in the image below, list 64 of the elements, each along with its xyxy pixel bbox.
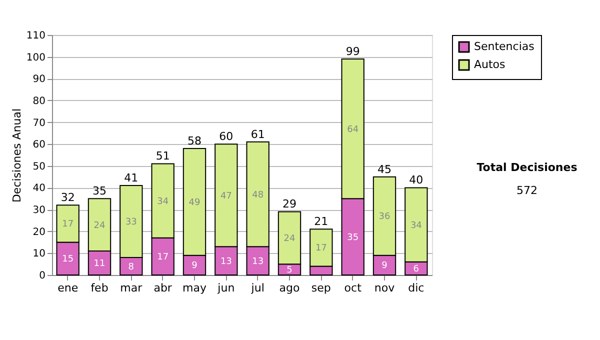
- y-tick-label: 110: [26, 30, 46, 42]
- data-label: 9: [382, 261, 388, 272]
- text: 572: [516, 184, 538, 197]
- x-tick-label: nov: [374, 282, 396, 294]
- total-label: 51: [156, 150, 170, 163]
- data-label: 47: [220, 191, 232, 202]
- total-label: 29: [282, 198, 296, 211]
- text: Total Decisiones: [476, 161, 578, 174]
- y-tick-label: 30: [32, 205, 46, 216]
- x-tick-label: abr: [154, 282, 172, 294]
- x-tick-label: ago: [279, 282, 300, 294]
- y-tick-label: 20: [32, 226, 46, 238]
- total-label: 35: [92, 184, 106, 198]
- y-axis-title: Decisiones Anual: [10, 108, 24, 203]
- total-label: 41: [124, 172, 138, 185]
- data-label: 15: [62, 254, 74, 265]
- x-tick-label: ene: [58, 282, 78, 294]
- x-tick-label: jul: [250, 282, 264, 294]
- total-label: 21: [314, 215, 328, 228]
- total-label: 40: [409, 174, 424, 187]
- total-label: 99: [346, 45, 360, 58]
- y-tick-label: 90: [32, 74, 46, 86]
- total-label: 32: [60, 191, 75, 204]
- data-label: 49: [188, 198, 200, 208]
- y-tick-label: 50: [32, 161, 46, 172]
- data-label: 11: [94, 259, 106, 269]
- y-tick-label: 80: [32, 96, 46, 107]
- x-tick-label: mar: [120, 282, 143, 294]
- y-tick-label: 0: [39, 270, 46, 282]
- x-tick-label: sep: [311, 282, 331, 294]
- data-label: 34: [410, 220, 422, 231]
- x-tick-label: feb: [90, 282, 108, 294]
- data-label: 17: [157, 252, 169, 262]
- data-label: 34: [157, 196, 169, 207]
- data-label: 33: [125, 218, 137, 228]
- data-label: 6: [413, 264, 420, 274]
- legend-label: Sentencias: [474, 40, 535, 53]
- y-tick-label: 70: [32, 118, 46, 129]
- y-tick-label: 10: [32, 248, 46, 260]
- total-label: 60: [219, 130, 234, 144]
- x-tick-label: dic: [408, 282, 424, 294]
- data-label: 35: [347, 232, 359, 243]
- y-tick-label: 60: [32, 140, 46, 151]
- y-tick-label: 40: [32, 183, 46, 194]
- x-tick-label: jun: [216, 282, 235, 294]
- total-label: 45: [378, 162, 392, 176]
- data-label: 5: [286, 266, 292, 276]
- data-label: 48: [252, 190, 264, 200]
- y-tick-label: 100: [26, 52, 46, 64]
- data-label: 24: [284, 234, 296, 244]
- data-label: 13: [220, 256, 232, 267]
- data-label: 24: [94, 220, 106, 231]
- data-label: 36: [378, 212, 390, 222]
- x-tick-label: oct: [344, 282, 362, 294]
- data-label: 64: [347, 124, 359, 135]
- legend-label: Autos: [474, 58, 506, 71]
- data-label: 17: [315, 244, 327, 254]
- data-label: 17: [62, 220, 74, 230]
- data-label: 13: [252, 256, 264, 267]
- x-tick-label: may: [182, 282, 207, 294]
- data-label: 9: [192, 261, 198, 272]
- total-label: 61: [250, 128, 265, 141]
- data-label: 8: [128, 262, 134, 272]
- total-label: 58: [188, 134, 202, 148]
